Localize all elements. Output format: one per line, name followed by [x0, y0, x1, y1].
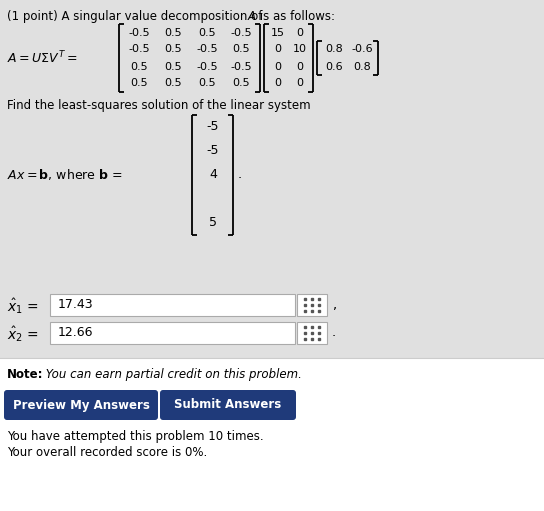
Text: 0.5: 0.5	[164, 44, 182, 55]
Bar	[50, 322, 295, 344]
Text: $Ax = \mathbf{b}$, where $\mathbf{b}$ =: $Ax = \mathbf{b}$, where $\mathbf{b}$ =	[7, 168, 122, 182]
Text: 15: 15	[271, 28, 285, 37]
Text: (1 point) A singular value decomposition of: (1 point) A singular value decomposition…	[7, 10, 266, 23]
FancyBboxPatch shape	[160, 390, 296, 420]
Text: 0.8: 0.8	[353, 61, 371, 72]
Text: You have attempted this problem 10 times.: You have attempted this problem 10 times…	[7, 430, 264, 443]
Text: $A$: $A$	[247, 10, 257, 23]
Text: 0.6: 0.6	[325, 61, 343, 72]
Text: 0.5: 0.5	[198, 28, 216, 37]
Text: Your overall recorded score is 0%.: Your overall recorded score is 0%.	[7, 446, 207, 459]
Text: 17.43: 17.43	[58, 298, 94, 312]
Text: 0: 0	[296, 79, 304, 88]
Text: -0.5: -0.5	[128, 28, 150, 37]
Text: Preview My Answers: Preview My Answers	[13, 399, 150, 411]
Text: 0: 0	[296, 61, 304, 72]
Text: -0.5: -0.5	[230, 61, 252, 72]
Text: -0.6: -0.6	[351, 44, 373, 55]
Text: 0.5: 0.5	[164, 79, 182, 88]
Text: ,: ,	[332, 298, 336, 312]
FancyBboxPatch shape	[4, 390, 158, 420]
Text: 5: 5	[209, 217, 217, 229]
Text: 0.5: 0.5	[198, 79, 216, 88]
Text: 0: 0	[275, 44, 281, 55]
Bar	[297, 322, 327, 344]
Text: 0.5: 0.5	[232, 44, 250, 55]
Text: $A = U\Sigma V^T =$: $A = U\Sigma V^T =$	[7, 50, 77, 66]
Bar	[297, 294, 327, 316]
Text: -5: -5	[207, 145, 219, 157]
Text: -0.5: -0.5	[196, 44, 218, 55]
Text: 0: 0	[275, 61, 281, 72]
Text: 0: 0	[275, 79, 281, 88]
Text: 12.66: 12.66	[58, 327, 94, 339]
Text: 10: 10	[293, 44, 307, 55]
Text: $\hat{x}_1$ =: $\hat{x}_1$ =	[7, 296, 39, 316]
Text: Find the least-squares solution of the linear system: Find the least-squares solution of the l…	[7, 99, 311, 112]
Bar	[0, 358, 544, 511]
Text: Note:: Note:	[7, 368, 44, 381]
Text: 0.5: 0.5	[164, 28, 182, 37]
Text: You can earn partial credit on this problem.: You can earn partial credit on this prob…	[42, 368, 302, 381]
Text: 4: 4	[209, 169, 217, 181]
Text: Submit Answers: Submit Answers	[175, 399, 282, 411]
Text: 0.5: 0.5	[130, 79, 148, 88]
Text: 0.5: 0.5	[164, 61, 182, 72]
Text: -0.5: -0.5	[196, 61, 218, 72]
Text: 0.8: 0.8	[325, 44, 343, 55]
Text: is as follows:: is as follows:	[256, 10, 335, 23]
Text: 0.5: 0.5	[232, 79, 250, 88]
Text: -0.5: -0.5	[230, 28, 252, 37]
Text: -5: -5	[207, 121, 219, 133]
Text: 0.5: 0.5	[130, 61, 148, 72]
Text: 0: 0	[296, 28, 304, 37]
Text: .: .	[332, 327, 336, 339]
Text: -0.5: -0.5	[128, 44, 150, 55]
Text: .: .	[238, 169, 242, 181]
Bar	[50, 294, 295, 316]
Text: $\hat{x}_2$ =: $\hat{x}_2$ =	[7, 324, 39, 344]
